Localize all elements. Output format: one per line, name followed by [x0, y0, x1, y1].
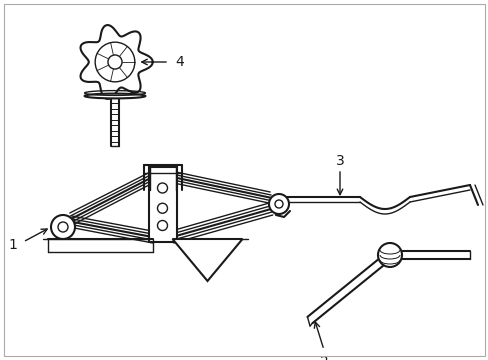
Circle shape: [377, 243, 401, 267]
Circle shape: [95, 42, 135, 82]
Text: 4: 4: [175, 55, 183, 69]
Circle shape: [58, 222, 68, 232]
Circle shape: [268, 194, 288, 214]
Circle shape: [157, 203, 167, 213]
Circle shape: [157, 220, 167, 230]
Bar: [148, 167, 176, 242]
Circle shape: [51, 215, 75, 239]
Polygon shape: [81, 25, 152, 99]
Circle shape: [108, 55, 122, 69]
Circle shape: [157, 183, 167, 193]
Text: 1: 1: [8, 238, 17, 252]
Text: 3: 3: [335, 154, 344, 168]
Ellipse shape: [84, 94, 145, 98]
Text: 2: 2: [319, 355, 328, 360]
Polygon shape: [172, 239, 242, 281]
Circle shape: [274, 200, 283, 208]
